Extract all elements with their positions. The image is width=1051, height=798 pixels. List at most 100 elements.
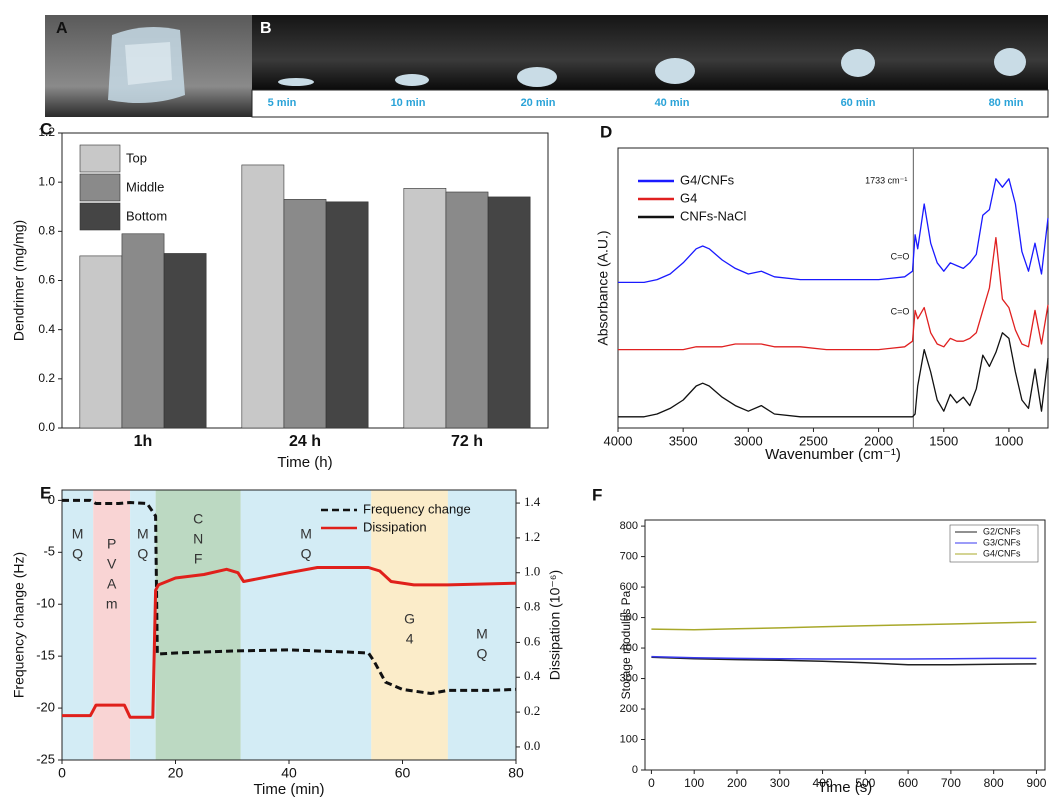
- y-tick-label: -25: [36, 751, 55, 766]
- region-label: M: [72, 526, 84, 542]
- legend-label: G3/CNFs: [983, 537, 1021, 547]
- time-label: 5 min: [268, 97, 297, 109]
- y-tick-label: 0.8: [38, 224, 55, 238]
- legend-label: CNFs-NaCl: [680, 208, 747, 223]
- region-label: V: [107, 556, 117, 572]
- time-label: 40 min: [655, 97, 690, 109]
- legend-label: G4/CNFs: [680, 172, 735, 187]
- y-tick-label: 0.4: [38, 322, 55, 336]
- y2-tick-label: 0.2: [524, 703, 540, 718]
- y-tick-label: -10: [36, 596, 55, 611]
- bar: [164, 253, 206, 428]
- region-label: Q: [72, 546, 83, 562]
- series-line: [618, 238, 1048, 350]
- y2-tick-label: 0.6: [524, 633, 541, 648]
- y-tick-label: 1.2: [38, 125, 55, 139]
- bar: [446, 192, 488, 428]
- panel-label: A: [56, 20, 68, 37]
- y-axis-label: Dendrimer (mg/mg): [11, 220, 27, 341]
- series-line: [651, 622, 1036, 630]
- x-tick-label: 1h: [134, 433, 153, 450]
- y2-tick-label: 0.4: [524, 668, 541, 683]
- x-tick-label: 24 h: [289, 433, 321, 450]
- legend-swatch: [80, 145, 120, 172]
- y-tick-label: 1.0: [38, 174, 55, 188]
- x-tick-label: 3500: [669, 433, 698, 448]
- x-tick-label: 20: [168, 765, 184, 781]
- x-axis-label: Time (h): [277, 454, 332, 471]
- y-tick-label: 100: [620, 733, 638, 745]
- series-line: [651, 657, 1036, 659]
- x-tick-label: 800: [984, 776, 1004, 790]
- x-tick-label: 4000: [604, 433, 633, 448]
- x-tick-label: 0: [58, 765, 66, 781]
- bar: [80, 256, 122, 428]
- region-label: F: [194, 551, 203, 567]
- x-tick-label: 0: [648, 776, 655, 790]
- x-axis-label: Time (min): [253, 781, 324, 798]
- y-tick-label: 800: [620, 520, 638, 532]
- time-label: 80 min: [989, 97, 1024, 109]
- series-line: [618, 333, 1048, 417]
- y2-tick-label: 1.4: [524, 494, 541, 509]
- y2-axis-label: Dissipation (10⁻⁶): [547, 570, 563, 680]
- x-tick-label: 40: [281, 765, 297, 781]
- bar: [122, 234, 164, 428]
- y-tick-label: 0.6: [38, 273, 55, 287]
- region-label: M: [476, 626, 488, 642]
- x-tick-label: 100: [684, 776, 704, 790]
- legend-label: Top: [126, 150, 147, 165]
- y-tick-label: -20: [36, 700, 55, 715]
- legend-label: Dissipation: [363, 519, 427, 534]
- bar: [326, 202, 368, 428]
- panel-label: F: [592, 485, 602, 504]
- figure: A B 5 min 10 min 20 min 40 min 60 min 80 min C…: [0, 0, 1051, 798]
- x-tick-label: 600: [898, 776, 918, 790]
- y-axis-label: Absorbance (A.U.): [595, 230, 611, 345]
- y-tick-label: 0: [48, 492, 55, 507]
- bar: [404, 188, 446, 428]
- y-tick-label: 200: [620, 703, 638, 715]
- panel-label: D: [600, 122, 612, 141]
- region-label: A: [107, 576, 117, 592]
- bar: [284, 199, 326, 428]
- annotation: 1733 cm⁻¹: [865, 175, 907, 185]
- time-label: 20 min: [521, 97, 556, 109]
- region-label: G: [404, 611, 415, 627]
- x-tick-label: 80: [508, 765, 524, 781]
- legend-label: G2/CNFs: [983, 526, 1021, 536]
- y-tick-label: 0.0: [38, 420, 55, 434]
- x-tick-label: 72 h: [451, 433, 483, 450]
- y2-tick-label: 0.0: [524, 738, 540, 753]
- y2-tick-label: 1.0: [524, 564, 540, 579]
- y-axis-label: Frequency change (Hz): [11, 552, 27, 698]
- legend-label: Frequency change: [363, 501, 471, 516]
- region-label: M: [300, 526, 312, 542]
- x-tick-label: 3000: [734, 433, 763, 448]
- x-tick-label: 1000: [994, 433, 1023, 448]
- legend-swatch: [80, 203, 120, 230]
- panel-label: B: [260, 20, 272, 37]
- legend-label: G4/CNFs: [983, 548, 1021, 558]
- y-tick-label: 0.2: [38, 371, 55, 385]
- x-tick-label: 1500: [929, 433, 958, 448]
- time-label: 10 min: [391, 97, 426, 109]
- time-label: 60 min: [841, 97, 876, 109]
- region-label: Q: [137, 546, 148, 562]
- region-label: Q: [477, 646, 488, 662]
- x-tick-label: 700: [941, 776, 961, 790]
- photo-b: [252, 15, 1048, 117]
- x-axis-label: Wavenumber (cm⁻¹): [765, 446, 901, 463]
- region-label: C: [193, 511, 203, 527]
- legend-label: Middle: [126, 179, 164, 194]
- region-label: N: [193, 531, 203, 547]
- region-label: m: [106, 596, 118, 612]
- y-tick-label: -15: [36, 648, 55, 663]
- photo-a: [45, 15, 252, 117]
- region: [93, 490, 130, 760]
- region-label: M: [137, 526, 149, 542]
- bar: [488, 197, 530, 428]
- y2-tick-label: 1.2: [524, 529, 540, 544]
- y-tick-label: -5: [43, 544, 55, 559]
- region-label: Q: [301, 546, 312, 562]
